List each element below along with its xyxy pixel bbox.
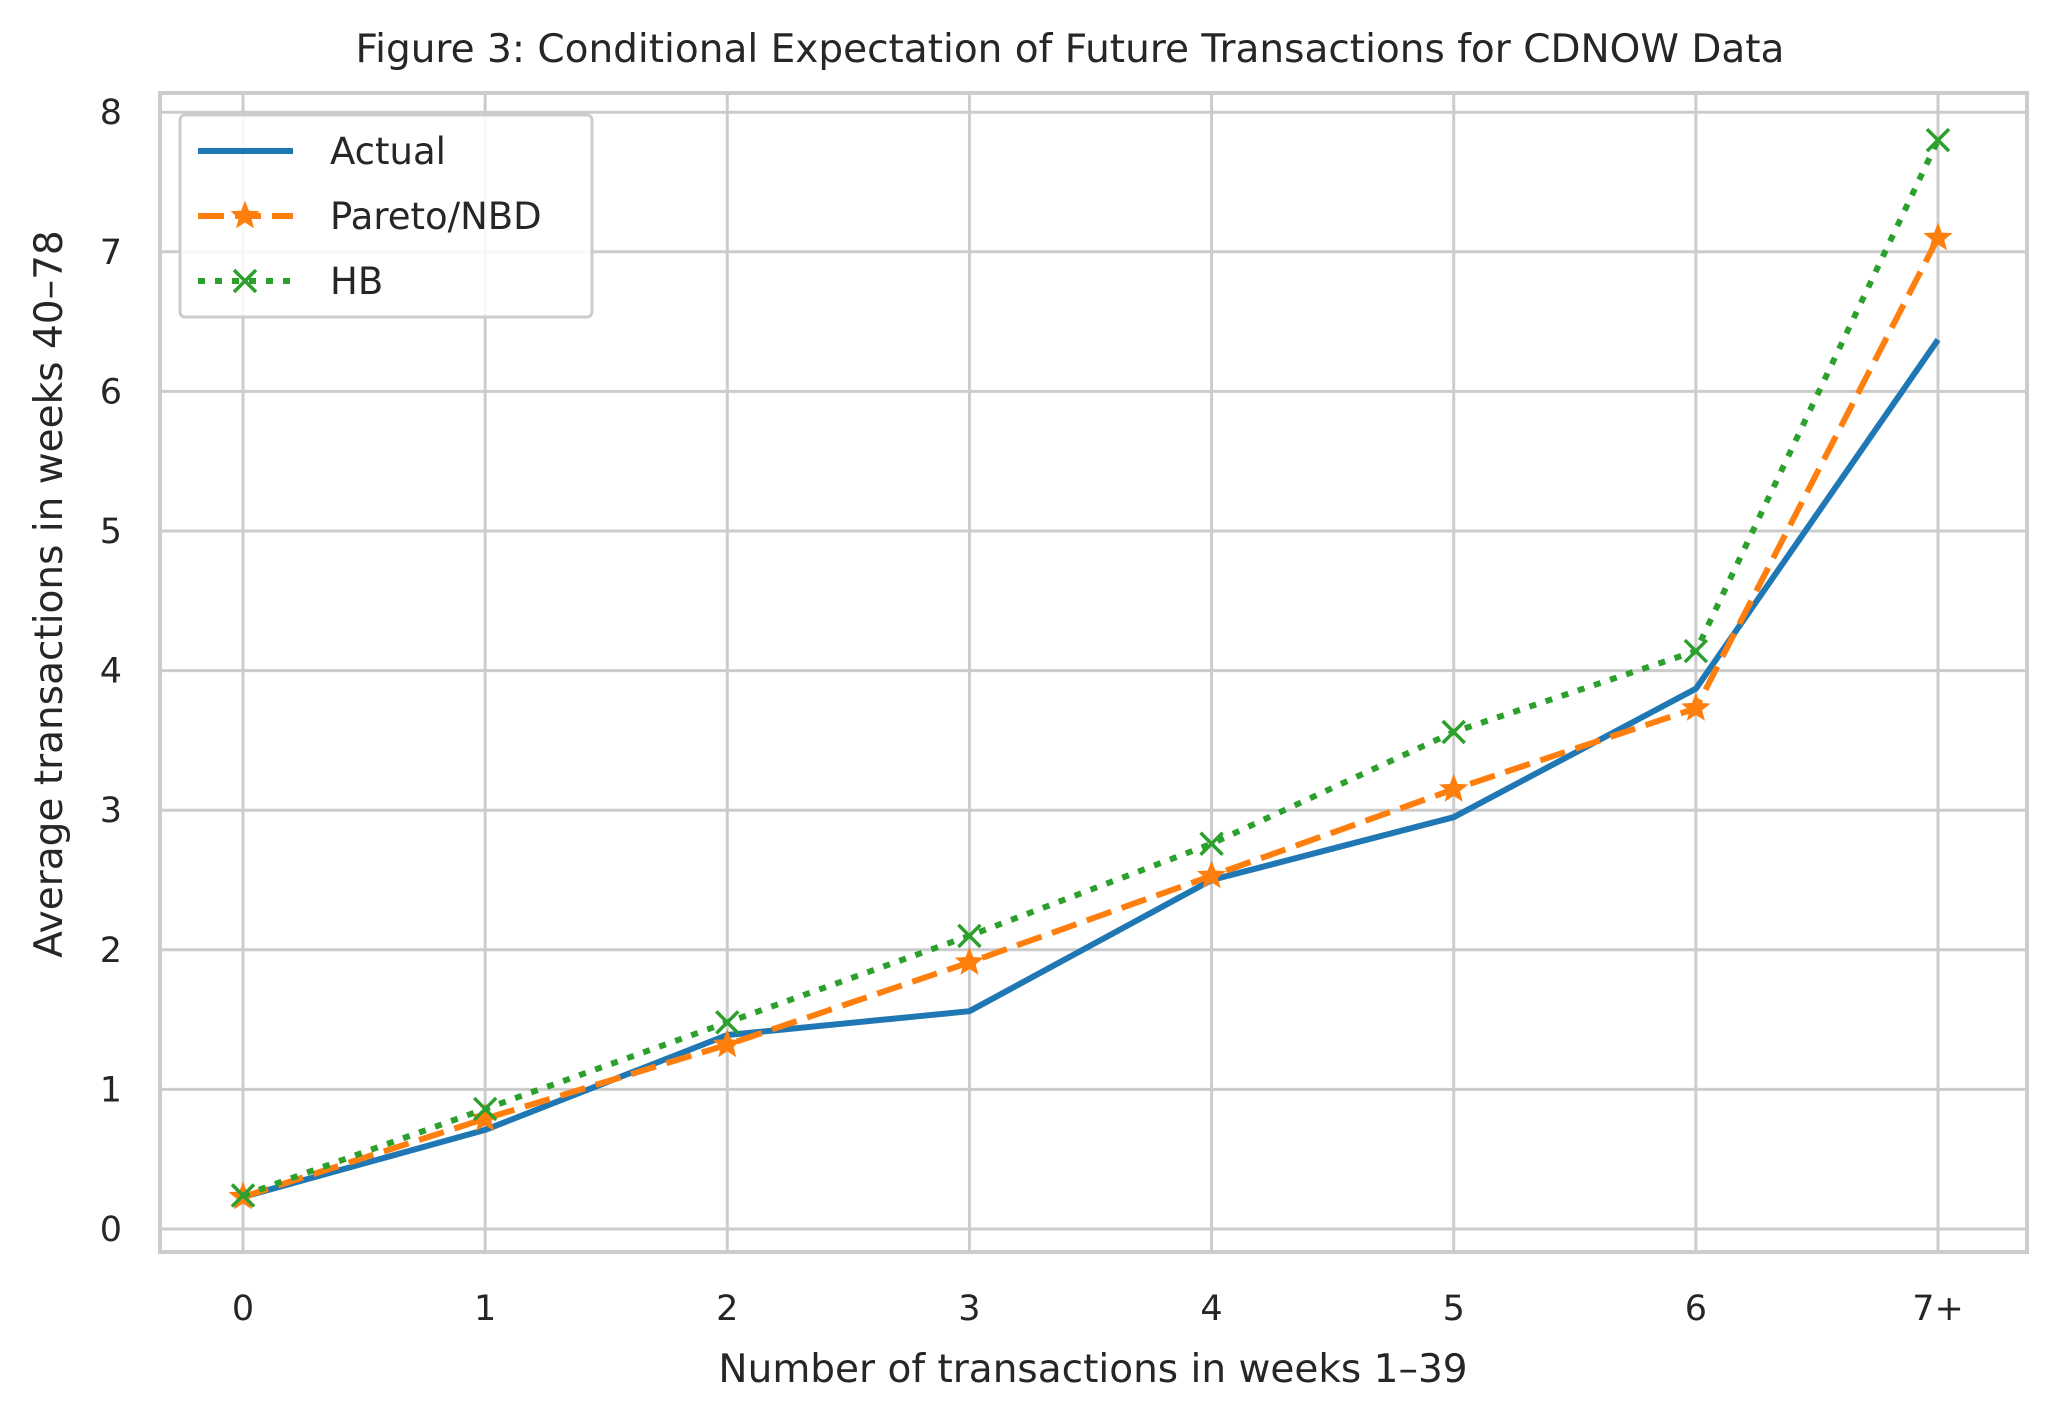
x-tick-label: 5 <box>1443 1289 1465 1329</box>
y-tick-label: 4 <box>100 652 122 692</box>
y-tick-label: 0 <box>100 1210 122 1250</box>
y-tick-label: 2 <box>100 931 122 971</box>
legend-item-hb: HB <box>198 260 383 303</box>
legend-box <box>178 113 594 319</box>
legend-item-pareto-nbd: Pareto/NBD <box>198 195 542 238</box>
legend-item-actual: Actual <box>198 130 446 173</box>
star-marker <box>470 1103 500 1132</box>
series-line-pareto-nbd <box>242 236 1941 1200</box>
legend-label: HB <box>330 260 383 303</box>
star-marker <box>954 947 985 975</box>
y-tick-labels: 0 1 2 3 4 5 6 7 8 <box>100 93 122 1250</box>
x-marker <box>1199 831 1224 856</box>
y-tick-label: 5 <box>100 512 122 552</box>
star-marker <box>1196 860 1227 889</box>
series-line-actual <box>242 337 1941 1200</box>
star-marker <box>1439 773 1469 802</box>
series-lines <box>228 127 1953 1210</box>
x-tick-label: 1 <box>474 1289 496 1329</box>
y-tick-label: 7 <box>100 233 122 273</box>
x-marker <box>715 1010 740 1035</box>
legend-label: Pareto/NBD <box>330 195 542 238</box>
y-tick-label: 1 <box>100 1070 122 1110</box>
series-pareto-nbd <box>228 222 1953 1210</box>
y-tick-label: 8 <box>100 93 122 133</box>
y-tick-label: 3 <box>100 791 122 831</box>
x-tick-label: 3 <box>958 1289 980 1329</box>
x-marker <box>1441 719 1466 745</box>
legend: Actual Pareto/NBD HB <box>178 113 594 319</box>
star-marker <box>1923 222 1953 251</box>
x-tick-label: 2 <box>716 1289 738 1329</box>
star-marker <box>712 1029 742 1058</box>
x-marker <box>1683 638 1709 664</box>
y-tick-label: 6 <box>100 372 122 412</box>
y-axis-label: Average transactions in weeks 40–78 <box>27 230 72 957</box>
x-marker <box>232 268 258 294</box>
chart-title: Figure 3: Conditional Expectation of Fut… <box>356 27 1785 72</box>
x-marker <box>1925 127 1951 153</box>
x-tick-labels: 0 1 2 3 4 5 6 7+ <box>232 1289 1964 1329</box>
star-marker <box>230 200 260 229</box>
plot-frame <box>158 91 2029 1254</box>
legend-label: Actual <box>330 130 446 173</box>
star-marker <box>1681 692 1711 721</box>
series-actual <box>242 337 1941 1200</box>
x-tick-label: 0 <box>232 1289 254 1329</box>
x-tick-label: 4 <box>1200 1289 1222 1329</box>
x-axis-label: Number of transactions in weeks 1–39 <box>718 1347 1467 1392</box>
x-marker <box>472 1096 498 1122</box>
x-tick-label: 7+ <box>1912 1289 1964 1329</box>
series-hb <box>230 127 1951 1208</box>
x-marker <box>957 923 982 949</box>
x-tick-label: 6 <box>1685 1289 1707 1329</box>
x-marker <box>230 1183 256 1208</box>
